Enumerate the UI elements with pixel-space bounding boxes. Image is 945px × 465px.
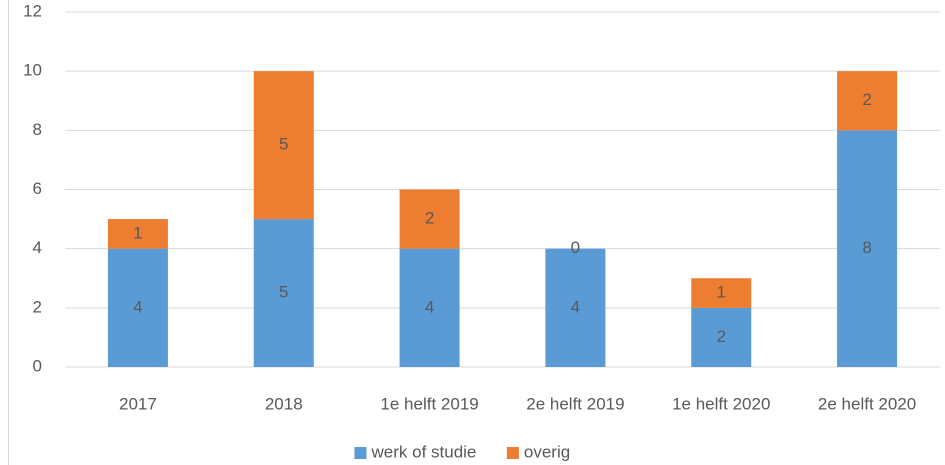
y-tick-label: 4 [33, 238, 42, 257]
data-label: 1 [717, 283, 726, 302]
y-tick-label: 10 [23, 61, 42, 80]
legend-label: werk of studie [371, 442, 477, 461]
data-label: 5 [279, 283, 288, 302]
legend-label: overig [524, 442, 570, 461]
data-label: 0 [571, 238, 580, 257]
data-label: 8 [862, 238, 871, 257]
data-label: 4 [571, 297, 580, 316]
y-tick-label: 6 [33, 179, 42, 198]
data-label: 5 [279, 135, 288, 154]
legend-swatch [506, 447, 519, 459]
bar-segment [545, 248, 606, 367]
data-label: 2 [717, 327, 726, 346]
bar-segment [399, 189, 460, 249]
y-tick-label: 0 [33, 356, 42, 375]
y-tick-label: 12 [23, 1, 42, 20]
bar-segment [837, 71, 898, 131]
bar-segment [107, 219, 168, 249]
legend-swatch [354, 447, 367, 459]
x-tick-label: 2017 [119, 394, 157, 413]
data-label: 2 [425, 209, 434, 228]
data-label: 2 [862, 90, 871, 109]
data-label: 1 [133, 223, 142, 242]
bar-segment [691, 307, 752, 367]
y-tick-label: 8 [33, 120, 42, 139]
y-tick-label: 2 [33, 297, 42, 316]
bar-segment [691, 278, 752, 308]
x-tick-label: 2e helft 2020 [818, 394, 916, 413]
bar-segment [253, 71, 314, 220]
data-label: 4 [133, 297, 142, 316]
x-tick-label: 1e helft 2019 [380, 394, 478, 413]
bar-segment [837, 130, 898, 367]
bar-segment [107, 248, 168, 367]
data-label: 4 [425, 297, 434, 316]
x-tick-label: 2018 [265, 394, 303, 413]
bar-segment [253, 219, 314, 367]
bar-segment [399, 248, 460, 367]
x-tick-label: 1e helft 2020 [672, 394, 770, 413]
x-tick-label: 2e helft 2019 [526, 394, 624, 413]
